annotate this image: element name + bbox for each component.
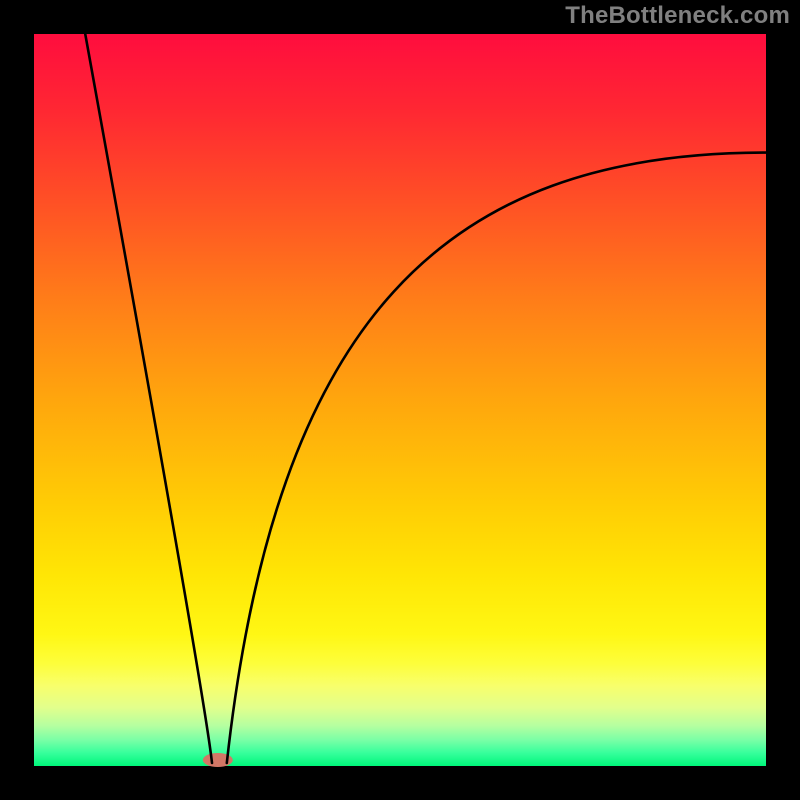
watermark-text: TheBottleneck.com <box>565 2 790 30</box>
chart-svg <box>0 0 800 800</box>
plot-background <box>34 34 766 766</box>
chart-container: TheBottleneck.com <box>0 0 800 800</box>
